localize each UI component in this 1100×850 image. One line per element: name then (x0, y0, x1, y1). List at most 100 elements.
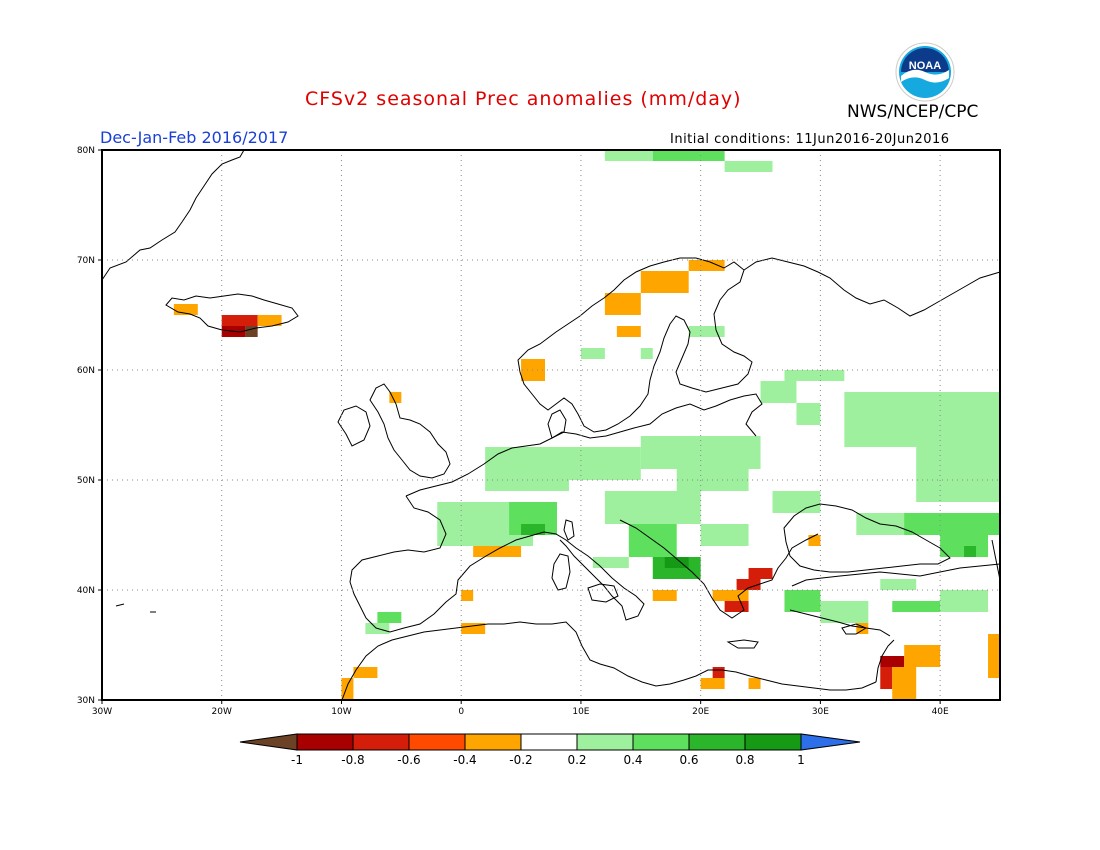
colorbar-bin (464, 733, 522, 751)
lon-tick-label: 20E (692, 707, 709, 717)
anomaly-cell (880, 667, 893, 689)
anomaly-cell (700, 678, 725, 689)
colorbar: -1 -0.8 -0.6 -0.4 -0.2 0.2 0.4 0.6 0.8 1 (239, 733, 861, 767)
lat-tick-label: 70N (77, 256, 95, 266)
colorbar-bin (408, 733, 466, 751)
anomaly-cell (904, 513, 1000, 535)
anomaly-cell (652, 150, 725, 161)
anomaly-cell (173, 304, 198, 315)
anomaly-cell (748, 678, 761, 689)
anomaly-cell (461, 623, 486, 634)
anomaly-cell (521, 524, 546, 535)
lat-tick-label: 50N (77, 476, 95, 486)
season-label: Dec-Jan-Feb 2016/2017 (100, 128, 289, 147)
anomaly-cell (604, 150, 653, 161)
anomaly-cell (473, 546, 522, 557)
anomaly-cell (341, 678, 354, 700)
anomaly-cell (353, 667, 378, 678)
map-frame (101, 149, 1001, 701)
lon-tick-label: 10W (331, 707, 351, 717)
anomaly-cell (892, 667, 917, 700)
anomaly-cell (377, 612, 402, 623)
anomaly-cell (652, 590, 677, 601)
anomaly-cell (664, 557, 689, 568)
anomaly-cell (712, 590, 749, 601)
anomaly-cell (736, 579, 761, 590)
anomaly-cell (772, 491, 821, 513)
anomaly-cell (892, 601, 941, 612)
anomaly-cell (545, 447, 641, 480)
anomaly-cell (880, 656, 905, 667)
colorbar-bin (576, 733, 634, 751)
colorbar-label: -0.4 (453, 753, 476, 767)
colorbar-bin (632, 733, 690, 751)
anomaly-cell (389, 392, 402, 403)
anomaly-cell (245, 326, 258, 337)
anomaly-cell (808, 535, 821, 546)
lon-tick-label: 30W (92, 707, 112, 717)
anomaly-cell (604, 293, 641, 315)
anomaly-cell (616, 326, 641, 337)
colorbar-label: -1 (291, 753, 303, 767)
longitude-axis: 30W 20W 10W 0 10E 20E 30E 40E (92, 700, 949, 717)
lon-tick-label: 10E (572, 707, 589, 717)
colorbar-above-max (800, 733, 861, 751)
colorbar-label: 0.8 (735, 753, 754, 767)
anomaly-cell (592, 557, 629, 568)
anomaly-cell (820, 601, 869, 623)
colorbar-label: -0.2 (509, 753, 532, 767)
lon-tick-label: 30E (812, 707, 829, 717)
colorbar-bin (520, 733, 578, 751)
anomaly-cell (461, 590, 474, 601)
anomaly-cell (688, 260, 725, 271)
anomaly-cell (964, 546, 977, 557)
agency-label: NWS/NCEP/CPC (847, 102, 979, 122)
colorbar-label: -0.6 (397, 753, 420, 767)
anomaly-cell (796, 403, 821, 425)
colorbar-bin (688, 733, 746, 751)
svg-text:NOAA: NOAA (909, 60, 941, 72)
anomaly-cell (640, 271, 689, 293)
lon-tick-label: 40E (932, 707, 949, 717)
lat-tick-label: 40N (77, 586, 95, 596)
anomaly-cell (784, 370, 845, 381)
colorbar-label: 0.6 (679, 753, 698, 767)
anomaly-cell (904, 645, 941, 667)
anomaly-cell (580, 348, 605, 359)
anomaly-cell (700, 524, 749, 546)
anomaly-cell (221, 315, 258, 326)
anomaly-cell (748, 568, 773, 579)
anomaly-cell (856, 623, 869, 634)
lon-tick-label: 20W (212, 707, 232, 717)
anomaly-cells (173, 150, 1000, 700)
colorbar-bin (296, 733, 354, 751)
lat-tick-label: 80N (77, 146, 95, 156)
colorbar-label: 0.4 (623, 753, 642, 767)
anomaly-cell (604, 491, 701, 524)
chart-title: CFSv2 seasonal Prec anomalies (mm/day) (305, 88, 742, 110)
colorbar-below-min (239, 733, 298, 751)
anomaly-cell (521, 359, 546, 381)
initial-conditions-label: Initial conditions: 11Jun2016-20Jun2016 (670, 132, 950, 147)
anomaly-cell (988, 634, 1000, 678)
colorbar-label: -0.8 (341, 753, 364, 767)
anomaly-cell (640, 348, 653, 359)
anomaly-cell (880, 579, 917, 590)
colorbar-bin (744, 733, 802, 751)
anomaly-cell (688, 326, 725, 337)
colorbar-label: 0.2 (567, 753, 586, 767)
latitude-axis: 30N 40N 50N 60N 70N 80N (77, 146, 102, 706)
anomaly-cell (257, 315, 282, 326)
colorbar-bin (352, 733, 410, 751)
lon-tick-label: 0 (458, 707, 464, 717)
anomaly-cell (844, 392, 1000, 447)
anomaly-cell (940, 590, 989, 612)
anomaly-cell (724, 161, 773, 172)
colorbar-label: 1 (797, 753, 805, 767)
anomaly-cell (640, 436, 761, 469)
lat-tick-label: 30N (77, 696, 95, 706)
lat-tick-label: 60N (77, 366, 95, 376)
noaa-logo-icon: NOAA (895, 42, 955, 102)
coastlines (101, 149, 1001, 701)
